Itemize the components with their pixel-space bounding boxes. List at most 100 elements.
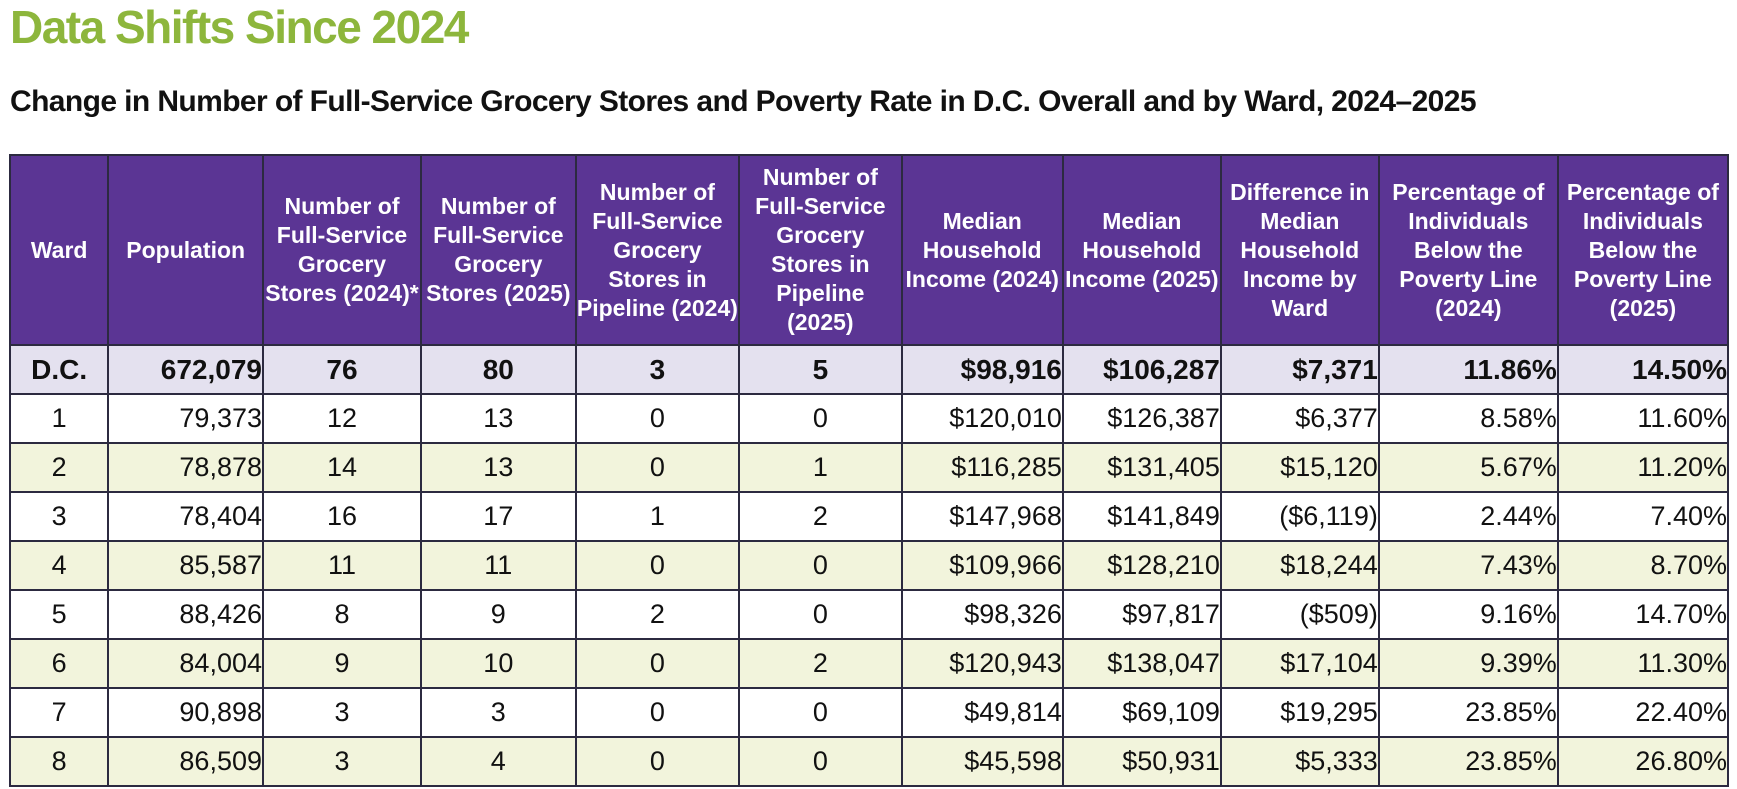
cell-income-difference: $5,333 [1219, 736, 1380, 787]
cell-pipeline-2024: 0 [574, 638, 741, 689]
table-row-ward-3: 3 78,404 16 17 1 2 $147,968 $141,849 ($6… [8, 491, 1730, 542]
cell-pipeline-2024: 0 [574, 540, 741, 591]
header-poverty-2024: Percentage of Individuals Below the Pove… [1377, 154, 1559, 346]
cell-pipeline-2025: 0 [738, 736, 903, 787]
cell-stores-2024: 76 [262, 344, 422, 395]
cell-pipeline-2024: 0 [574, 393, 741, 444]
cell-pipeline-2024: 0 [574, 442, 741, 493]
cell-income-2025: $128,210 [1061, 540, 1222, 591]
cell-poverty-2024: 23.85% [1377, 736, 1559, 787]
cell-population: 78,878 [107, 442, 264, 493]
cell-stores-2025: 4 [419, 736, 577, 787]
header-stores-2025: Number of Full-Service Grocery Stores (2… [419, 154, 577, 346]
cell-income-difference: ($509) [1219, 589, 1380, 640]
cell-population: 85,587 [107, 540, 264, 591]
header-income-2024: Median Household Income (2024) [900, 154, 1064, 346]
cell-income-2025: $106,287 [1061, 344, 1222, 395]
cell-pipeline-2025: 0 [738, 393, 903, 444]
cell-ward: 5 [8, 589, 110, 640]
cell-income-2024: $116,285 [900, 442, 1064, 493]
cell-population: 79,373 [107, 393, 264, 444]
cell-income-difference: $18,244 [1219, 540, 1380, 591]
cell-ward: 4 [8, 540, 110, 591]
cell-income-2024: $98,326 [900, 589, 1064, 640]
cell-ward: 6 [8, 638, 110, 689]
header-income-difference: Difference in Median Household Income by… [1219, 154, 1380, 346]
cell-poverty-2024: 7.43% [1377, 540, 1559, 591]
cell-population: 86,509 [107, 736, 264, 787]
header-population: Population [107, 154, 264, 346]
cell-poverty-2024: 2.44% [1377, 491, 1559, 542]
cell-pipeline-2025: 1 [738, 442, 903, 493]
cell-stores-2024: 16 [262, 491, 422, 542]
cell-pipeline-2025: 2 [738, 491, 903, 542]
cell-stores-2024: 12 [262, 393, 422, 444]
cell-poverty-2025: 26.80% [1556, 736, 1730, 787]
cell-ward: 2 [8, 442, 110, 493]
cell-pipeline-2024: 2 [574, 589, 741, 640]
cell-ward: 7 [8, 687, 110, 738]
table-row-ward-5: 5 88,426 8 9 2 0 $98,326 $97,817 ($509) … [8, 589, 1730, 640]
cell-income-2024: $98,916 [900, 344, 1064, 395]
cell-stores-2025: 17 [419, 491, 577, 542]
cell-pipeline-2024: 3 [574, 344, 741, 395]
cell-stores-2024: 9 [262, 638, 422, 689]
table-row-dc-total: D.C. 672,079 76 80 3 5 $98,916 $106,287 … [8, 344, 1730, 395]
cell-pipeline-2025: 0 [738, 589, 903, 640]
page-title: Data Shifts Since 2024 [10, 1, 469, 53]
cell-poverty-2024: 5.67% [1377, 442, 1559, 493]
cell-poverty-2025: 14.70% [1556, 589, 1730, 640]
cell-pipeline-2025: 0 [738, 687, 903, 738]
cell-stores-2024: 3 [262, 736, 422, 787]
cell-ward: 1 [8, 393, 110, 444]
cell-stores-2024: 14 [262, 442, 422, 493]
cell-pipeline-2025: 0 [738, 540, 903, 591]
cell-income-2024: $49,814 [900, 687, 1064, 738]
header-income-2025: Median Household Income (2025) [1061, 154, 1222, 346]
cell-pipeline-2024: 0 [574, 687, 741, 738]
cell-income-difference: $15,120 [1219, 442, 1380, 493]
header-poverty-2025: Percentage of Individuals Below the Pove… [1556, 154, 1730, 346]
cell-population: 84,004 [107, 638, 264, 689]
cell-pipeline-2025: 2 [738, 638, 903, 689]
cell-income-2024: $120,010 [900, 393, 1064, 444]
header-pipeline-2025: Number of Full-Service Grocery Stores in… [738, 154, 903, 346]
data-table: Ward Population Number of Full-Service G… [8, 154, 1730, 787]
cell-income-2024: $45,598 [900, 736, 1064, 787]
cell-population: 672,079 [107, 344, 264, 395]
cell-income-2024: $147,968 [900, 491, 1064, 542]
table-row-ward-1: 1 79,373 12 13 0 0 $120,010 $126,387 $6,… [8, 393, 1730, 444]
cell-income-2025: $141,849 [1061, 491, 1222, 542]
cell-poverty-2024: 11.86% [1377, 344, 1559, 395]
cell-poverty-2025: 14.50% [1556, 344, 1730, 395]
cell-income-difference: $6,377 [1219, 393, 1380, 444]
cell-population: 78,404 [107, 491, 264, 542]
cell-income-2025: $131,405 [1061, 442, 1222, 493]
table-header-row: Ward Population Number of Full-Service G… [8, 154, 1730, 346]
header-ward: Ward [8, 154, 110, 346]
cell-income-2024: $120,943 [900, 638, 1064, 689]
cell-pipeline-2025: 5 [738, 344, 903, 395]
cell-stores-2025: 10 [419, 638, 577, 689]
cell-pipeline-2024: 0 [574, 736, 741, 787]
cell-stores-2024: 3 [262, 687, 422, 738]
cell-stores-2025: 80 [419, 344, 577, 395]
cell-income-2025: $138,047 [1061, 638, 1222, 689]
cell-income-difference: $19,295 [1219, 687, 1380, 738]
cell-poverty-2024: 23.85% [1377, 687, 1559, 738]
cell-ward: D.C. [8, 344, 110, 395]
cell-poverty-2025: 11.20% [1556, 442, 1730, 493]
table-row-ward-7: 7 90,898 3 3 0 0 $49,814 $69,109 $19,295… [8, 687, 1730, 738]
cell-ward: 3 [8, 491, 110, 542]
table-subtitle: Change in Number of Full-Service Grocery… [10, 85, 1477, 118]
cell-poverty-2024: 9.39% [1377, 638, 1559, 689]
cell-stores-2025: 9 [419, 589, 577, 640]
cell-income-difference: ($6,119) [1219, 491, 1380, 542]
cell-stores-2025: 13 [419, 442, 577, 493]
cell-stores-2025: 3 [419, 687, 577, 738]
cell-poverty-2025: 11.60% [1556, 393, 1730, 444]
cell-stores-2024: 11 [262, 540, 422, 591]
cell-income-difference: $17,104 [1219, 638, 1380, 689]
cell-income-2025: $69,109 [1061, 687, 1222, 738]
cell-poverty-2025: 22.40% [1556, 687, 1730, 738]
